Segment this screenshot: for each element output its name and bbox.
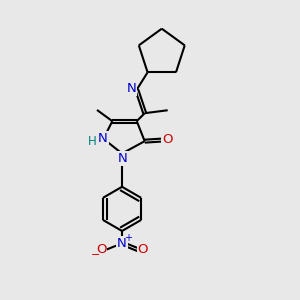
Text: +: + xyxy=(124,233,132,243)
Text: O: O xyxy=(96,243,106,256)
Text: −: − xyxy=(91,250,101,260)
Text: N: N xyxy=(118,152,128,165)
Text: N: N xyxy=(98,132,108,145)
Text: O: O xyxy=(138,243,148,256)
Text: N: N xyxy=(127,82,136,95)
Text: H: H xyxy=(88,135,97,148)
Text: O: O xyxy=(162,134,173,146)
Text: N: N xyxy=(117,237,127,250)
